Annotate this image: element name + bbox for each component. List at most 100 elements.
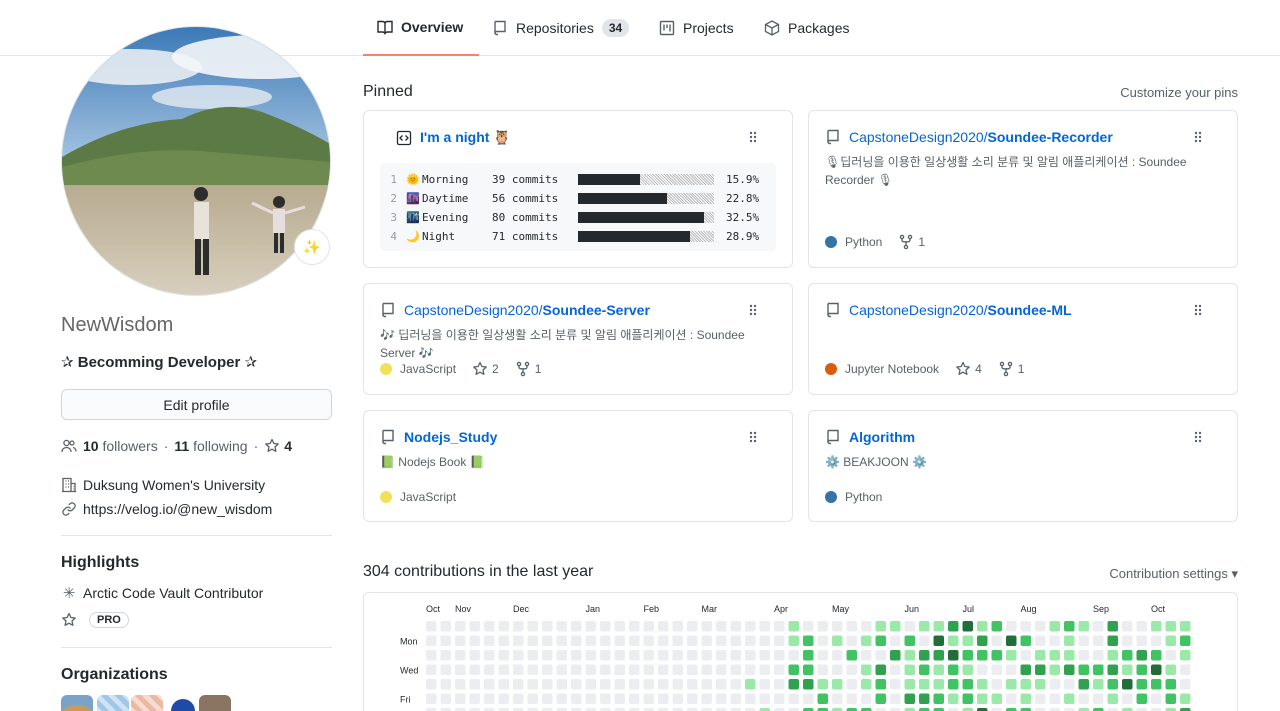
contribution-day[interactable] [469, 621, 481, 632]
contribution-day[interactable] [643, 635, 655, 647]
contribution-day[interactable] [426, 664, 437, 676]
contribution-day[interactable] [774, 693, 785, 705]
contribution-day[interactable] [991, 708, 1003, 711]
contribution-day[interactable] [1049, 693, 1061, 705]
contribution-day[interactable] [1151, 693, 1162, 705]
contribution-day[interactable] [745, 621, 756, 632]
contribution-day[interactable] [1107, 635, 1119, 647]
contribution-day[interactable] [919, 650, 930, 661]
contribution-day[interactable] [585, 693, 597, 705]
repo-stars-link[interactable]: 4 [955, 361, 982, 377]
contribution-day[interactable] [803, 708, 814, 711]
gist-title[interactable]: I'm a night 🦉 [396, 129, 511, 146]
contribution-day[interactable] [542, 708, 553, 711]
contribution-day[interactable] [861, 650, 872, 661]
contribution-day[interactable] [1093, 708, 1104, 711]
contribution-day[interactable] [1064, 679, 1075, 690]
contribution-day[interactable] [1020, 708, 1032, 711]
contribution-day[interactable] [1165, 664, 1177, 676]
contribution-day[interactable] [469, 679, 481, 690]
contribution-day[interactable] [861, 693, 872, 705]
contribution-day[interactable] [426, 621, 437, 632]
contribution-day[interactable] [1078, 635, 1090, 647]
contribution-day[interactable] [701, 679, 713, 690]
contribution-day[interactable] [1180, 708, 1191, 711]
contribution-day[interactable] [1136, 679, 1148, 690]
contribution-day[interactable] [1093, 679, 1104, 690]
contribution-day[interactable] [1035, 693, 1046, 705]
contribution-day[interactable] [716, 635, 727, 647]
contribution-day[interactable] [1006, 650, 1017, 661]
contribution-day[interactable] [527, 664, 539, 676]
contribution-day[interactable] [498, 708, 510, 711]
contribution-day[interactable] [962, 708, 974, 711]
org-avatar-2[interactable] [97, 695, 129, 711]
contribution-day[interactable] [919, 693, 930, 705]
contribution-day[interactable] [614, 621, 626, 632]
contribution-day[interactable] [788, 650, 800, 661]
contribution-day[interactable] [745, 708, 756, 711]
contribution-day[interactable] [817, 679, 829, 690]
customize-pins-link[interactable]: Customize your pins [1120, 85, 1238, 100]
contribution-day[interactable] [484, 693, 495, 705]
contribution-day[interactable] [1180, 664, 1191, 676]
contribution-day[interactable] [904, 635, 916, 647]
contribution-day[interactable] [614, 708, 626, 711]
contribution-day[interactable] [1136, 621, 1148, 632]
org-avatar-1[interactable] [61, 695, 93, 711]
contribution-day[interactable] [933, 693, 945, 705]
contribution-day[interactable] [832, 708, 843, 711]
contribution-day[interactable] [774, 621, 785, 632]
stars-link[interactable]: 4 [264, 438, 292, 454]
contribution-day[interactable] [716, 621, 727, 632]
contribution-day[interactable] [498, 635, 510, 647]
contribution-day[interactable] [1064, 621, 1075, 632]
contribution-day[interactable] [730, 635, 742, 647]
highlight-arctic-label[interactable]: Arctic Code Vault Contributor [83, 585, 264, 601]
contribution-day[interactable] [571, 664, 582, 676]
contribution-day[interactable] [498, 650, 510, 661]
contribution-day[interactable] [745, 650, 756, 661]
contribution-day[interactable] [513, 664, 524, 676]
contribution-day[interactable] [1151, 679, 1162, 690]
contribution-day[interactable] [498, 679, 510, 690]
contribution-day[interactable] [426, 650, 437, 661]
contribution-day[interactable] [672, 679, 684, 690]
contribution-day[interactable] [759, 650, 771, 661]
contribution-day[interactable] [832, 635, 843, 647]
contribution-day[interactable] [759, 679, 771, 690]
contribution-day[interactable] [701, 621, 713, 632]
contribution-day[interactable] [701, 708, 713, 711]
contribution-day[interactable] [890, 635, 901, 647]
contribution-day[interactable] [716, 664, 727, 676]
contribution-day[interactable] [513, 679, 524, 690]
contribution-day[interactable] [1151, 621, 1162, 632]
contribution-day[interactable] [455, 664, 466, 676]
contribution-day[interactable] [600, 664, 611, 676]
contribution-day[interactable] [672, 650, 684, 661]
contribution-day[interactable] [513, 708, 524, 711]
contribution-day[interactable] [571, 708, 582, 711]
org-avatar-5[interactable] [199, 695, 231, 711]
drag-handle-icon[interactable] [1193, 302, 1203, 318]
contribution-day[interactable] [1035, 650, 1046, 661]
contribution-day[interactable] [803, 679, 814, 690]
contribution-day[interactable] [730, 650, 742, 661]
contribution-day[interactable] [1165, 650, 1177, 661]
contribution-day[interactable] [817, 693, 829, 705]
contribution-day[interactable] [1049, 664, 1061, 676]
contribution-day[interactable] [1006, 679, 1017, 690]
contribution-day[interactable] [1035, 708, 1046, 711]
contribution-day[interactable] [846, 693, 858, 705]
contribution-day[interactable] [513, 635, 524, 647]
contribution-day[interactable] [904, 650, 916, 661]
contribution-day[interactable] [846, 679, 858, 690]
contribution-day[interactable] [629, 679, 640, 690]
contribution-day[interactable] [1093, 693, 1104, 705]
contribution-day[interactable] [1122, 635, 1133, 647]
contribution-day[interactable] [600, 635, 611, 647]
contribution-day[interactable] [455, 679, 466, 690]
contribution-day[interactable] [585, 650, 597, 661]
contribution-day[interactable] [832, 650, 843, 661]
contribution-day[interactable] [832, 693, 843, 705]
